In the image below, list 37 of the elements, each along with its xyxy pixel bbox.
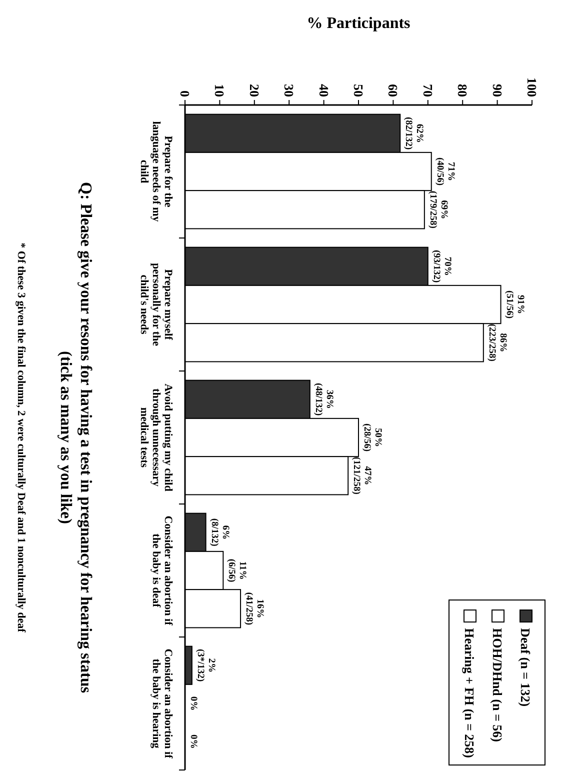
y-tick-label: Prepare myself personally for the child's needs — [138, 263, 174, 346]
legend-label: Hearing + FH (n = 258) — [462, 628, 478, 758]
x-tick-label: 0 — [177, 90, 192, 97]
y-tick-label: Consider an abortion if the baby is hearing — [150, 648, 174, 759]
data-label: 36% (48/132) — [312, 383, 334, 416]
x-tick-label: 60 — [386, 84, 401, 97]
data-label: 86% (223/258) — [486, 324, 508, 362]
data-label: 47% (121/258) — [351, 456, 372, 494]
x-axis-title: % Participants — [306, 15, 410, 32]
y-tick-label: Avoid putting my child through unnecessary medical tests — [138, 384, 174, 492]
data-label: 70% (93/132) — [430, 250, 452, 283]
data-label: 0% — [188, 734, 198, 749]
data-label: 0% — [188, 696, 198, 711]
data-label: 50% (28/56) — [362, 424, 382, 452]
x-tick-label: 80 — [455, 84, 470, 97]
data-label: 62% (82/132) — [403, 117, 424, 150]
x-tick-label: 10 — [212, 84, 228, 97]
data-label: 71% (40/56) — [434, 158, 456, 186]
legend-label: Deaf (n = 132) — [518, 628, 534, 707]
legend-label: HOH/DHnd (n = 56) — [490, 628, 506, 742]
text: Q: Please give your resons for having a test in pregnancy for hearing status (tick as many as you like) — [57, 182, 94, 693]
data-label: 69% (179/258) — [427, 190, 448, 228]
data-label: 2% (3*/132) — [194, 649, 216, 682]
x-tick-label: 70 — [420, 84, 436, 97]
data-label: 6% (8/132) — [208, 518, 230, 546]
x-tick-label: 30 — [282, 84, 297, 97]
y-tick-label: Prepare for the language needs of my child — [138, 121, 174, 222]
data-label: 91% (51/56) — [504, 290, 525, 318]
data-label: 16% (41/258) — [244, 592, 265, 625]
x-tick-label: 50 — [350, 84, 366, 97]
x-tick-label: 40 — [316, 84, 332, 97]
y-tick-label: Consider an abortion if the baby is deaf — [150, 516, 174, 626]
data-label: 11% (6/56) — [226, 558, 248, 582]
x-tick-label: 100 — [524, 78, 540, 97]
text: * Of these 3 given the final column, 2 were culturally Deaf and 1 nonculturally deaf — [15, 242, 27, 633]
x-tick-label: 90 — [490, 84, 505, 97]
x-tick-label: 20 — [246, 84, 262, 97]
